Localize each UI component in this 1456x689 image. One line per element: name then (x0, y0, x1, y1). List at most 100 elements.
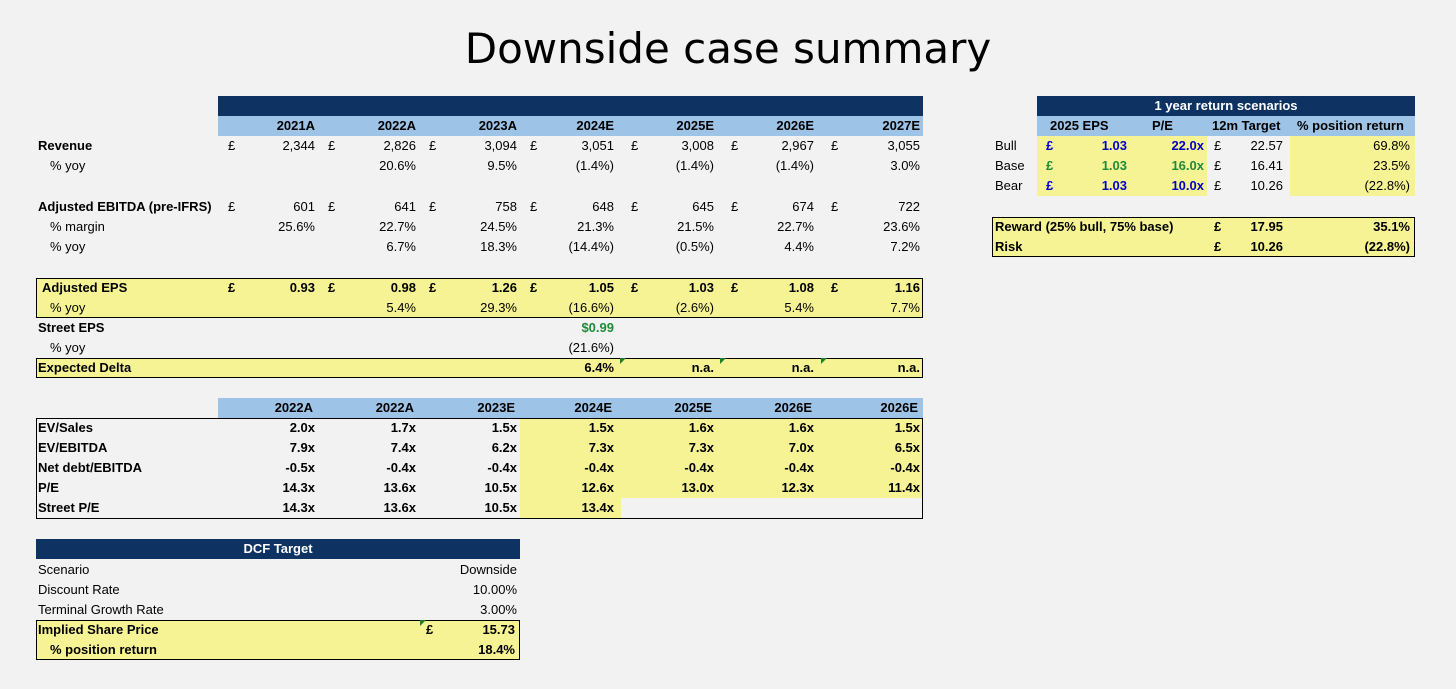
multiples-value: -0.4x (584, 460, 614, 475)
ebitda-value: 601 (293, 199, 315, 214)
eps-yoy-value: 29.3% (480, 300, 517, 315)
multiples-value: 6.2x (491, 440, 517, 455)
ebitda-margin-value: 21.3% (577, 219, 614, 234)
scenarios-return-highlight (1290, 136, 1415, 196)
ebitda-yoy-value: (14.4%) (568, 239, 614, 254)
reward-risk-highlight (992, 217, 1415, 257)
scenarios-col-pe: P/E (1152, 118, 1173, 133)
scenarios-input-highlight (1037, 136, 1207, 196)
multiples-value: 13.6x (383, 480, 416, 495)
reward-target: 17.95 (1250, 219, 1283, 234)
dcf-discount-value: 10.00% (472, 582, 517, 597)
currency-symbol: £ (328, 199, 336, 214)
multiples-value: -0.4x (890, 460, 920, 475)
ebitda-margin-value: 22.7% (379, 219, 416, 234)
multiples-value: 1.5x (894, 420, 920, 435)
multiples-value: 1.6x (788, 420, 814, 435)
multiples-year-header: 2025E (674, 400, 712, 415)
currency-symbol: £ (530, 199, 538, 214)
eps-yoy-value: (16.6%) (568, 300, 614, 315)
multiples-value: -0.4x (386, 460, 416, 475)
eps-yoy-value: 7.7% (890, 300, 920, 315)
street-yoy-value: (21.6%) (568, 340, 614, 355)
eps-yoy-value: 5.4% (386, 300, 416, 315)
ebitda-label: Adjusted EBITDA (pre-IFRS) (38, 199, 212, 214)
year-header: 2023A (478, 118, 517, 133)
page-title: Downside case summary (464, 24, 992, 73)
eps-yoy-label: % yoy (50, 300, 86, 315)
multiples-value: 13.6x (383, 500, 416, 515)
multiples-value: 2.0x (289, 420, 315, 435)
dcf-price-value: 15.73 (482, 622, 515, 637)
currency-symbol: £ (429, 199, 437, 214)
main-table-header-band (218, 96, 923, 116)
street-pe-highlight (520, 498, 621, 518)
multiples-value: 1.6x (688, 420, 714, 435)
ebitda-margin-label: % margin (50, 219, 105, 234)
ebitda-value: 758 (495, 199, 517, 214)
risk-target: 10.26 (1250, 239, 1283, 254)
multiples-value: 13.0x (681, 480, 714, 495)
dcf-title: DCF Target (243, 541, 313, 556)
delta-value-2025: n.a. (691, 360, 714, 375)
scenarios-header-band (1037, 96, 1415, 116)
currency-symbol: £ (429, 138, 437, 153)
multiples-value: 12.6x (581, 480, 614, 495)
multiples-year-header: 2023E (477, 400, 515, 415)
street-yoy-label: % yoy (50, 340, 86, 355)
ebitda-margin-value: 25.6% (278, 219, 315, 234)
scenario-eps-currency: £ (1046, 158, 1054, 173)
revenue-yoy-value: 20.6% (379, 158, 416, 173)
multiples-value: 7.9x (289, 440, 315, 455)
revenue-yoy-value: (1.4%) (575, 158, 614, 173)
ebitda-margin-value: 23.6% (883, 219, 920, 234)
dcf-discount-label: Discount Rate (38, 582, 120, 597)
eps-value: 0.93 (289, 280, 315, 295)
ebitda-value: 645 (692, 199, 714, 214)
year-header: 2024E (576, 118, 614, 133)
multiples-year-header: 2022A (375, 400, 414, 415)
year-header: 2022A (377, 118, 416, 133)
multiples-value: -0.5x (285, 460, 315, 475)
revenue-value: 3,094 (484, 138, 517, 153)
year-header: 2021A (276, 118, 315, 133)
scenario-pe: 16.0x (1171, 158, 1204, 173)
multiples-value: 11.4x (888, 480, 920, 495)
multiples-value: -0.4x (684, 460, 714, 475)
multiples-year-header: 2026E (774, 400, 812, 415)
eps-value: 1.08 (788, 280, 814, 295)
revenue-yoy-value: (1.4%) (775, 158, 814, 173)
ebitda-yoy-value: (0.5%) (675, 239, 714, 254)
currency-symbol: £ (831, 138, 839, 153)
eps-box (36, 278, 923, 318)
currency-symbol: £ (831, 199, 839, 214)
currency-symbol: £ (530, 280, 538, 295)
multiples-year-header: 2026E (880, 400, 918, 415)
comment-flag-icon (620, 358, 626, 364)
scenario-target-currency: £ (1214, 158, 1222, 173)
dcf-return-value: 18.4% (478, 642, 515, 657)
ebitda-value: 648 (592, 199, 614, 214)
revenue-yoy-value: 3.0% (890, 158, 920, 173)
ebitda-value: 641 (394, 199, 416, 214)
street-eps-label: Street EPS (38, 320, 105, 335)
currency-symbol: £ (631, 199, 639, 214)
dcf-growth-label: Terminal Growth Rate (38, 602, 164, 617)
multiples-value: 14.3x (282, 480, 315, 495)
multiples-value: 13.4x (581, 500, 614, 515)
eps-highlight (36, 278, 923, 318)
multiples-row-label: P/E (38, 480, 59, 495)
delta-box (36, 358, 923, 378)
scenarios-col-eps: 2025 EPS (1050, 118, 1109, 133)
scenario-eps-currency: £ (1046, 138, 1054, 153)
currency-symbol: £ (228, 199, 236, 214)
scenarios-col-header-row (1037, 116, 1415, 136)
multiples-value: 7.3x (588, 440, 614, 455)
multiples-highlight (520, 418, 923, 498)
currency-symbol: £ (631, 280, 639, 295)
dcf-price-currency: £ (426, 622, 434, 637)
eps-value: 1.26 (491, 280, 517, 295)
currency-symbol: £ (731, 280, 739, 295)
revenue-value: 2,344 (282, 138, 315, 153)
scenario-return: 69.8% (1373, 138, 1410, 153)
